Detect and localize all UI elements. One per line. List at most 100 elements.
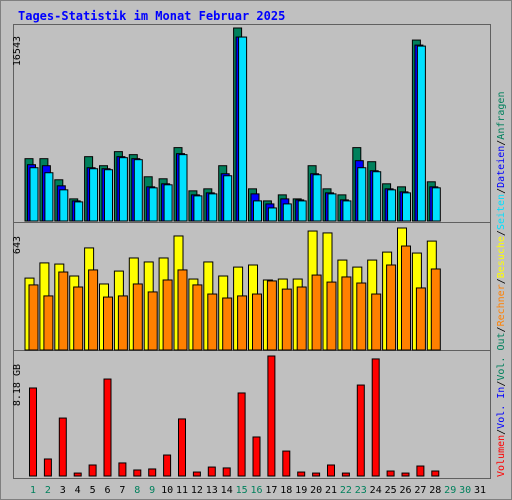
bar (252, 436, 261, 477)
bar (207, 466, 216, 477)
bar (386, 470, 395, 477)
bar (104, 169, 113, 222)
bar (312, 472, 321, 477)
chart-title: Tages-Statistik im Monat Februar 2025 (18, 9, 285, 23)
bar (415, 287, 426, 351)
bar (416, 465, 425, 477)
legend-separator: / (496, 381, 507, 387)
bar (103, 378, 112, 477)
x-tick-label: 15 (236, 485, 248, 496)
bar (29, 387, 37, 477)
bar (28, 284, 39, 351)
bar (73, 472, 82, 477)
bar (266, 280, 277, 351)
bar (312, 174, 322, 222)
bar (253, 200, 262, 222)
legend-entry: Rechner (496, 284, 507, 326)
bar (341, 472, 350, 477)
bar (178, 154, 188, 222)
bar (267, 207, 277, 222)
bar (267, 355, 276, 477)
bar (148, 468, 157, 477)
legend-separator: / (496, 326, 507, 332)
y-tick-label: 16543 (12, 36, 23, 66)
legend-separator: / (496, 429, 507, 435)
legend-entry: Anfragen (496, 92, 507, 140)
x-tick-label: 19 (295, 485, 307, 496)
bar (327, 464, 335, 477)
bar (431, 470, 440, 477)
y-tick-label: 8.18 GB (12, 364, 23, 406)
bar (192, 471, 201, 477)
bar (401, 245, 411, 351)
legend-entry: Vol. In (496, 387, 507, 429)
bar (430, 268, 441, 351)
bar (207, 293, 218, 351)
bar (401, 472, 410, 477)
x-tick-label: 13 (206, 485, 218, 496)
x-tick-label: 7 (119, 485, 125, 496)
bar (59, 189, 69, 222)
bar (222, 467, 231, 477)
bar (281, 288, 292, 351)
bar (88, 464, 97, 477)
bar (44, 172, 54, 222)
bar (147, 291, 158, 351)
bar (356, 384, 365, 477)
legend-separator: / (496, 188, 507, 194)
x-tick-label: 9 (149, 485, 155, 496)
bar (117, 295, 128, 351)
bar (386, 264, 397, 351)
bar (162, 279, 173, 351)
bar (416, 45, 426, 222)
x-tick-label: 16 (250, 485, 262, 496)
x-tick-label: 14 (221, 485, 233, 496)
bar (237, 392, 246, 477)
bar (89, 168, 99, 222)
bar (357, 167, 367, 222)
legend-entry: Vol. Out (496, 332, 507, 380)
legend-entry: Dateien (496, 146, 507, 188)
x-tick-label: 20 (310, 485, 322, 496)
x-tick-label: 6 (104, 485, 110, 496)
bar (163, 184, 173, 222)
x-tick-label: 21 (325, 485, 337, 496)
bar (341, 276, 352, 351)
bar (148, 187, 158, 222)
bar (192, 284, 203, 351)
bar (58, 417, 67, 477)
x-tick-label: 31 (474, 485, 486, 496)
bar (371, 358, 380, 477)
x-tick-label: 29 (444, 485, 456, 496)
bar (282, 203, 292, 222)
bar (297, 471, 306, 477)
bar (222, 297, 233, 351)
legend-separator: / (496, 278, 507, 284)
bar (103, 296, 113, 351)
bar (356, 282, 367, 351)
bar (327, 193, 337, 222)
bar (133, 469, 142, 477)
x-tick-label: 23 (355, 485, 367, 496)
bar (133, 159, 143, 222)
bar (402, 192, 411, 222)
bar (296, 286, 307, 351)
legend-entry: Volumen (496, 435, 507, 477)
y-tick-label: 643 (12, 236, 23, 254)
x-tick-label: 26 (399, 485, 411, 496)
x-tick-label: 27 (414, 485, 426, 496)
bar (178, 418, 186, 477)
bar (311, 274, 322, 351)
x-tick-label: 10 (161, 485, 173, 496)
bar (74, 201, 84, 222)
bar (29, 167, 39, 222)
bar (73, 286, 84, 351)
bar (88, 269, 99, 351)
x-tick-label: 5 (90, 485, 96, 496)
x-tick-label: 11 (176, 485, 188, 496)
bar (238, 36, 248, 222)
bar (326, 281, 337, 351)
bar (431, 187, 441, 222)
